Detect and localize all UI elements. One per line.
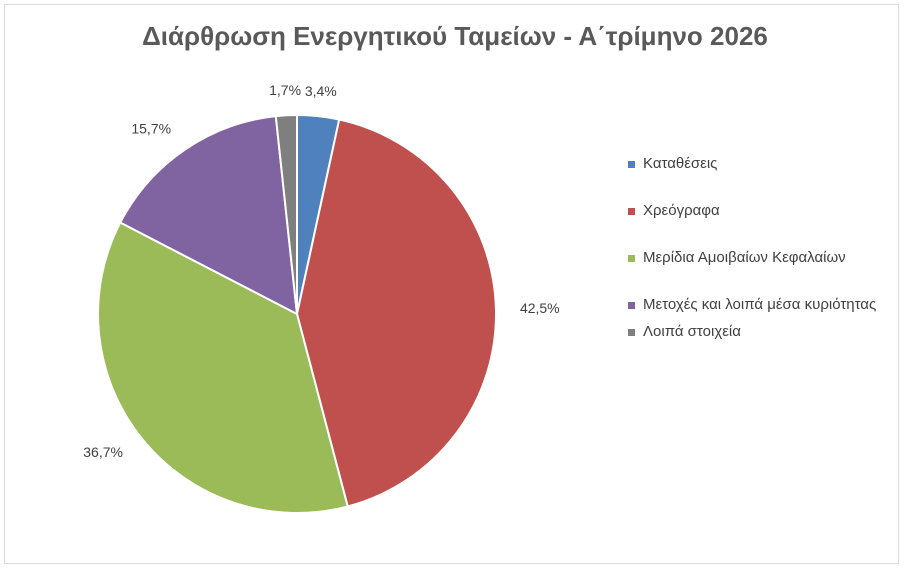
legend-label: Καταθέσεις: [643, 155, 718, 172]
legend-swatch: [628, 208, 635, 215]
pie-slice: [97, 221, 349, 514]
legend-swatch: [628, 302, 635, 309]
legend-label: Μετοχές και λοιπά μέσα κυριότητας: [643, 296, 877, 313]
legend-swatch: [628, 161, 635, 168]
pie-slice: [274, 113, 298, 315]
pie-slice: [295, 118, 497, 508]
data-label: 42,5%: [520, 300, 560, 316]
legend: Καταθέσεις Χρεόγραφα Μερίδια Αμοιβαίων Κεφ…: [628, 154, 888, 342]
legend-item: Λοιπά στοιχεία: [628, 322, 888, 342]
legend-label: Μερίδια Αμοιβαίων Κεφαλαίων: [643, 249, 846, 266]
legend-item: Μερίδια Αμοιβαίων Κεφαλαίων: [628, 248, 888, 268]
legend-label: Χρεόγραφα: [643, 202, 720, 219]
chart-border: [4, 4, 899, 564]
pie-slice: [118, 115, 299, 316]
legend-swatch: [628, 329, 635, 336]
data-label: 36,7%: [83, 444, 123, 460]
data-label: 1,7%: [269, 82, 301, 98]
legend-item: Καταθέσεις: [628, 154, 888, 174]
data-label: 15,7%: [131, 121, 171, 137]
chart-title: Διάρθρωση Ενεργητικού Ταμείων - Α΄τρίμην…: [142, 21, 768, 51]
legend-swatch: [628, 255, 635, 262]
legend-label: Λοιπά στοιχεία: [643, 323, 741, 340]
legend-item: Μετοχές και λοιπά μέσα κυριότητας: [628, 295, 888, 315]
data-label: 3,4%: [305, 83, 337, 99]
legend-item: Χρεόγραφα: [628, 201, 888, 221]
